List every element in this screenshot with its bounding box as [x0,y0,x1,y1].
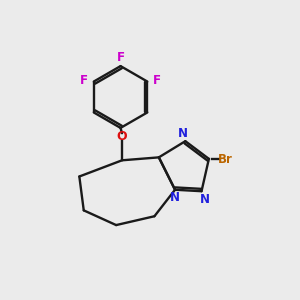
Text: F: F [153,74,161,87]
Text: N: N [177,127,188,140]
Text: N: N [170,191,180,204]
Text: F: F [117,51,124,64]
Text: F: F [80,74,88,87]
Text: O: O [117,130,127,143]
Text: N: N [200,193,209,206]
Text: Br: Br [218,153,232,166]
